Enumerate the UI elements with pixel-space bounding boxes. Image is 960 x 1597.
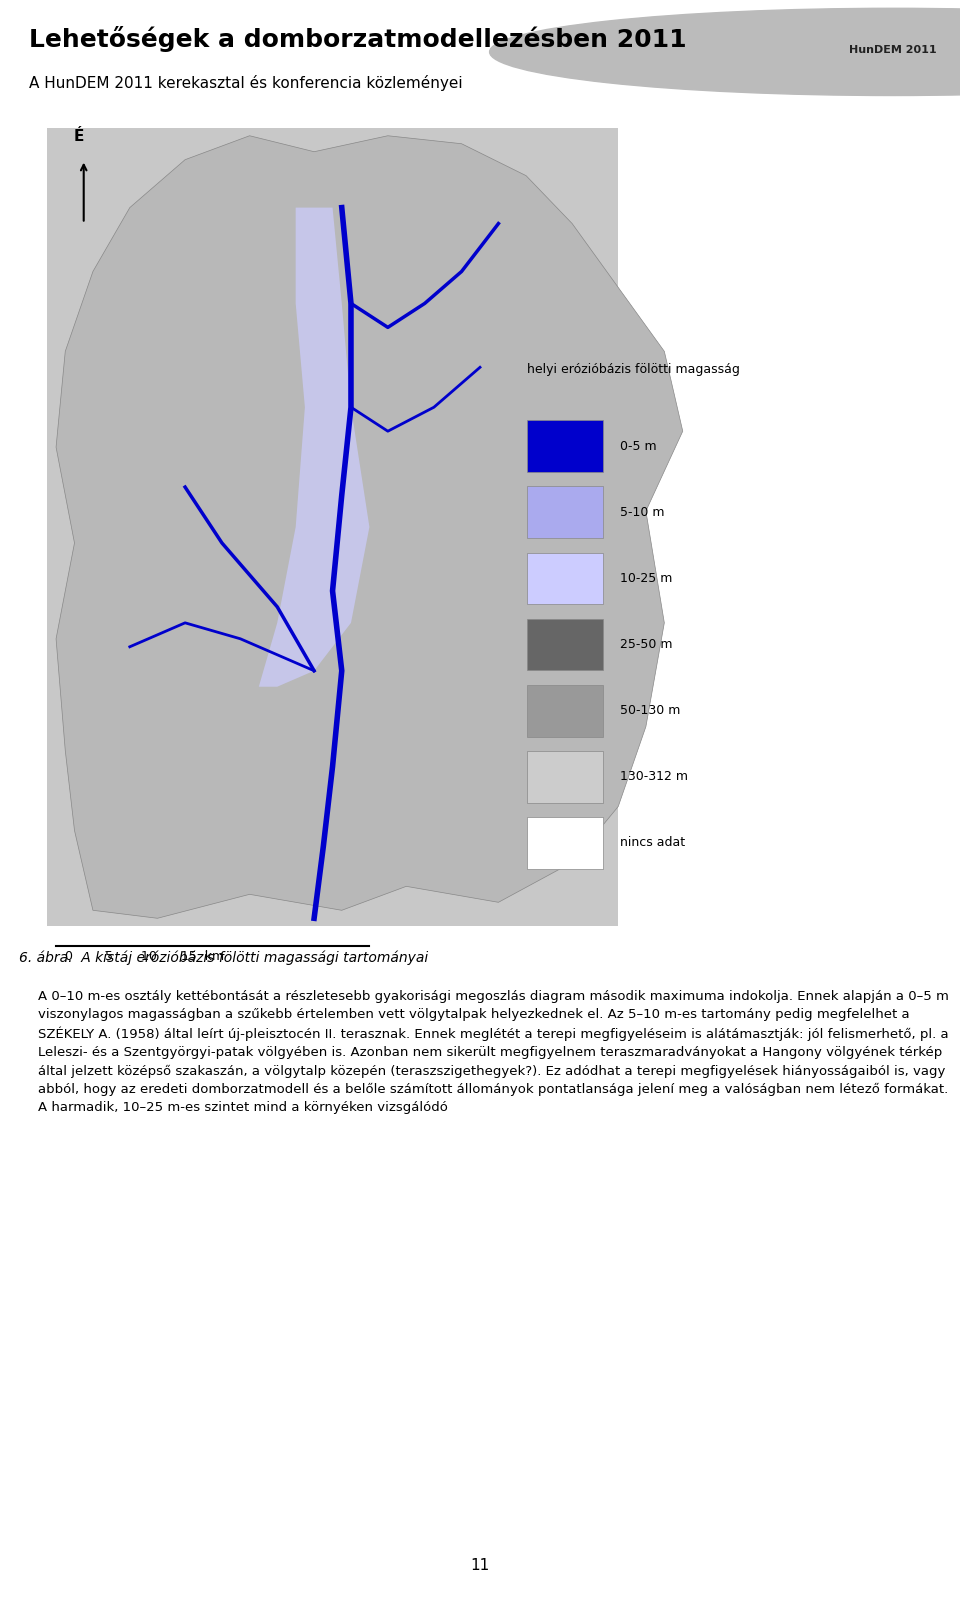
Text: 0-5 m: 0-5 m xyxy=(620,439,657,452)
Bar xyxy=(527,487,603,538)
Text: É: É xyxy=(74,129,84,144)
Text: Lehetőségek a domborzatmodellezésben 2011: Lehetőségek a domborzatmodellezésben 201… xyxy=(29,26,686,53)
Text: nincs adat: nincs adat xyxy=(620,837,684,850)
Polygon shape xyxy=(259,208,370,687)
Polygon shape xyxy=(56,136,683,918)
Bar xyxy=(527,553,603,604)
Text: A HunDEM 2011 kerekasztal és konferencia közleményei: A HunDEM 2011 kerekasztal és konferencia… xyxy=(29,75,463,91)
Bar xyxy=(527,685,603,736)
Bar xyxy=(527,618,603,671)
Bar xyxy=(527,751,603,803)
Text: 25-50 m: 25-50 m xyxy=(620,639,672,652)
Text: helyi erózióbázis fölötti magasság: helyi erózióbázis fölötti magasság xyxy=(527,363,740,375)
Bar xyxy=(527,420,603,473)
Text: 50-130 m: 50-130 m xyxy=(620,704,680,717)
Text: 10-25 m: 10-25 m xyxy=(620,572,672,585)
Bar xyxy=(527,818,603,869)
Text: A 0–10 m-es osztály kettébontását a részletesebb gyakorisági megoszlás diagram m: A 0–10 m-es osztály kettébontását a rész… xyxy=(38,990,949,1113)
Text: 5-10 m: 5-10 m xyxy=(620,506,664,519)
Text: 6. ábra.  A kistáj erózióbázis fölötti magassági tartományai: 6. ábra. A kistáj erózióbázis fölötti ma… xyxy=(19,950,428,966)
Text: 11: 11 xyxy=(470,1557,490,1573)
Text: HunDEM 2011: HunDEM 2011 xyxy=(849,45,937,54)
Text: 130-312 m: 130-312 m xyxy=(620,770,687,783)
Circle shape xyxy=(490,8,960,96)
Text: 0        5       10      15  km: 0 5 10 15 km xyxy=(65,950,225,963)
